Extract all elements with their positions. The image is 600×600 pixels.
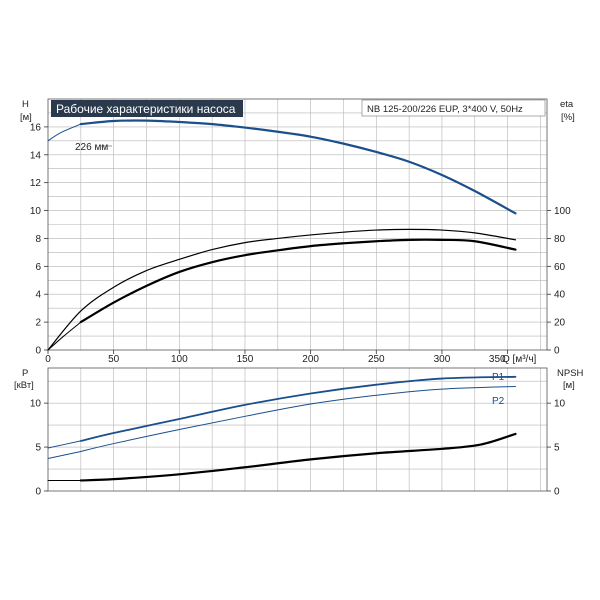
title-box — [51, 100, 243, 117]
impeller-diameter-annotation: 226 мм — [75, 142, 108, 153]
left-axis-label-p: P — [22, 368, 28, 379]
left-tick-label: 0 — [35, 346, 41, 357]
left-axis-unit-h: [м] — [20, 112, 32, 123]
top-gridlines — [48, 99, 547, 350]
left-tick-label: 6 — [35, 262, 41, 273]
left-tick-label: 5 — [35, 443, 41, 454]
curve-P1 — [79, 375, 517, 442]
left-tick-label: 8 — [35, 234, 41, 245]
right-tick-label: 0 — [554, 346, 560, 357]
left-tick-label: 0 — [35, 487, 41, 498]
power-npsh-panel: P [кВт] NPSH [м] 0 5 10 0 5 10 P1 P2 — [14, 367, 584, 498]
right-axis-unit-eta: [%] — [561, 112, 575, 123]
left-tick-label: 14 — [30, 150, 42, 161]
series-label-p1: P1 — [492, 372, 505, 383]
right-tick-label: 0 — [554, 487, 560, 498]
x-tick-label: 0 — [45, 354, 51, 365]
bottom-tick-labels: 0 5 10 0 5 10 — [30, 399, 566, 498]
right-tick-label: 20 — [554, 318, 566, 329]
curve-P2-extension — [47, 450, 82, 459]
right-tick-label: 40 — [554, 290, 566, 301]
bottom-series-lines — [47, 375, 517, 482]
x-tick-label: 250 — [368, 354, 385, 365]
right-tick-label: 60 — [554, 262, 566, 273]
left-axis-label-h: H — [22, 99, 29, 110]
left-tick-label: 2 — [35, 318, 41, 329]
curve-head — [79, 119, 517, 215]
curve-eta-lower — [79, 238, 517, 324]
left-tick-label: 16 — [30, 122, 42, 133]
x-tick-label: 300 — [434, 354, 451, 365]
left-tick-label: 12 — [30, 178, 42, 189]
right-tick-label: 10 — [554, 399, 566, 410]
curve-eta-lower-extension — [47, 321, 82, 351]
top-series-lines — [47, 119, 517, 351]
curve-P1-extension — [47, 440, 82, 449]
left-axis-unit-p: [кВт] — [14, 380, 34, 391]
chart-subtitle: NB 125-200/226 EUP, 3*400 V, 50Hz — [367, 104, 523, 115]
right-tick-label: 80 — [554, 234, 566, 245]
x-tick-label: 200 — [302, 354, 319, 365]
x-tick-label: 350 — [489, 354, 506, 365]
x-tick-label: 50 — [108, 354, 120, 365]
top-plot-frame — [47, 98, 548, 351]
left-tick-label: 10 — [30, 399, 42, 410]
x-tick-label: 100 — [171, 354, 188, 365]
right-axis-unit-npsh: [м] — [563, 380, 575, 391]
right-axis-label-eta: eta — [560, 99, 574, 110]
curve-P2 — [80, 385, 516, 452]
right-axis-label-npsh: NPSH — [557, 368, 584, 379]
right-tick-label: 5 — [554, 443, 560, 454]
left-tick-label: 4 — [35, 290, 41, 301]
x-tick-label: 150 — [237, 354, 254, 365]
head-efficiency-panel: Рабочие характеристики насоса NB 125-200… — [20, 98, 575, 365]
right-tick-label: 100 — [554, 206, 571, 217]
subtitle-box — [361, 99, 546, 117]
chart-title: Рабочие характеристики насоса — [56, 102, 236, 116]
curve-eta-upper — [47, 228, 517, 351]
curve-NPSH — [79, 432, 517, 482]
left-tick-label: 10 — [30, 206, 42, 217]
x-axis-label: Q [м³/ч] — [502, 354, 537, 365]
bottom-plot-frame — [47, 367, 548, 492]
top-tick-labels: 0 2 4 6 8 10 12 14 16 0 20 40 60 80 100 0 50 100 150 200 250… — [30, 122, 571, 365]
curve-head-extension — [47, 123, 82, 142]
series-label-p2: P2 — [492, 396, 505, 407]
